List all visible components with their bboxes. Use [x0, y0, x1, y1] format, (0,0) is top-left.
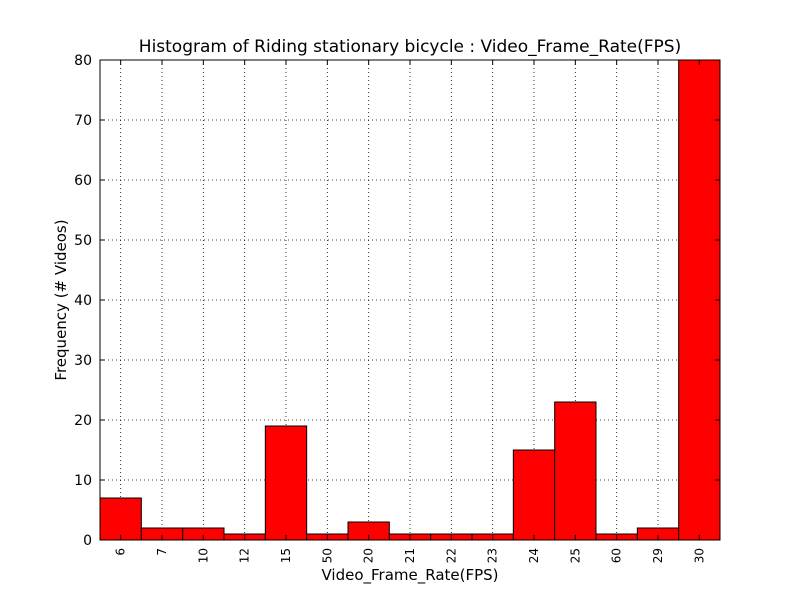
- y-tick-label: 80: [74, 53, 92, 69]
- y-axis-label: Frequency (# Videos): [52, 219, 70, 380]
- x-tick-label: 10: [196, 548, 210, 563]
- y-tick-label: 40: [74, 293, 92, 309]
- y-tick-label: 60: [74, 173, 92, 189]
- chart-title: Histogram of Riding stationary bicycle :…: [139, 37, 681, 57]
- bar-25: [554, 401, 597, 541]
- bar-24: [512, 449, 556, 541]
- x-tick-label: 21: [403, 548, 417, 563]
- y-tick-label: 30: [74, 353, 92, 369]
- x-tick-label: 29: [651, 548, 665, 563]
- x-tick-label: 7: [155, 548, 169, 556]
- bar-30: [678, 59, 721, 541]
- x-tick-label: 20: [362, 548, 376, 563]
- x-tick-label: 30: [692, 548, 706, 563]
- y-axis-ticks: 0 10 20 30 40 50 60 70 80: [74, 53, 720, 549]
- y-tick-label: 50: [74, 233, 92, 249]
- y-tick-label: 70: [74, 113, 92, 129]
- y-tick-label: 0: [83, 533, 92, 549]
- bars: [99, 59, 721, 541]
- x-tick-label: 6: [114, 548, 128, 556]
- x-tick-label: 22: [444, 548, 458, 563]
- x-tick-label: 23: [486, 548, 500, 563]
- x-tick-label: 24: [527, 548, 541, 563]
- bar-15: [264, 425, 308, 541]
- x-tick-label: 12: [238, 548, 252, 563]
- bar-6: [99, 497, 142, 541]
- x-tick-label: 15: [279, 548, 293, 563]
- y-tick-label: 10: [74, 473, 92, 489]
- x-axis-ticks: 6 7 10 12 15 50 20 21 22 23 24 25 60 29 30: [114, 60, 706, 563]
- x-axis-label: Video_Frame_Rate(FPS): [321, 566, 498, 585]
- grid-lines: [100, 59, 720, 541]
- x-tick-label: 60: [610, 548, 624, 563]
- y-tick-label: 20: [74, 413, 92, 429]
- x-tick-label: 50: [320, 548, 334, 563]
- x-tick-label: 25: [568, 548, 582, 563]
